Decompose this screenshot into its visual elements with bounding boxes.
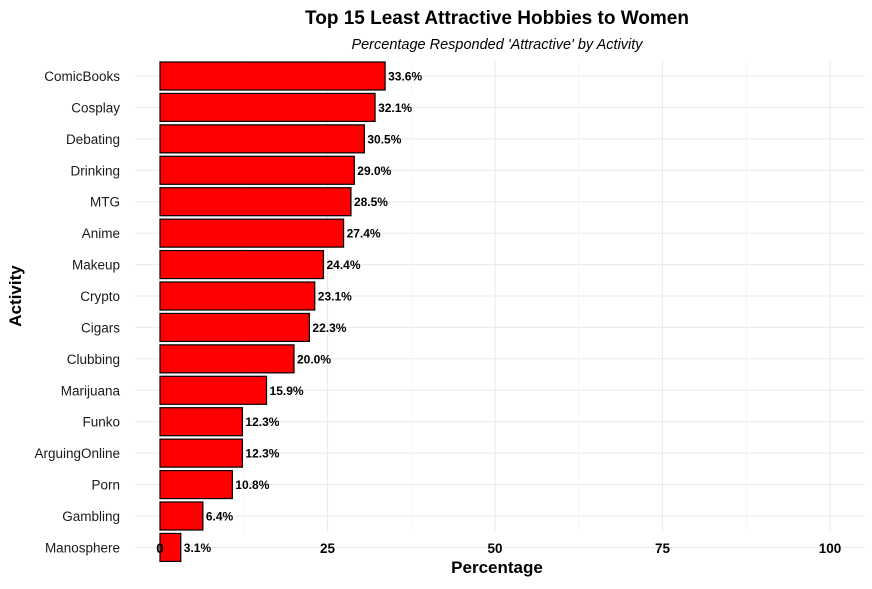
x-tick-label: 50 (487, 541, 502, 556)
bars: 33.6% 32.1% 30.5% 29.0% 28.5% 27.4% 24.4% 23.1%… (159, 61, 422, 563)
y-tick-label: Drinking (70, 163, 120, 178)
data-label: 24.4% (326, 258, 360, 272)
bar-arguingonline (159, 438, 244, 468)
bar-anime (159, 218, 345, 248)
bar-drinking (159, 155, 355, 185)
bar-cosplay (159, 92, 376, 123)
bar-marijuana (159, 375, 268, 405)
data-label: 28.5% (354, 195, 388, 209)
x-axis-title: Percentage (451, 558, 543, 577)
y-tick-label: Clubbing (67, 352, 120, 367)
bar-debating (159, 124, 365, 154)
bar-comicbooks (159, 61, 386, 91)
y-tick-label: Marijuana (61, 383, 121, 398)
bar-clubbing (159, 344, 295, 374)
x-tick-labels: 0 25 50 75 100 (156, 541, 841, 556)
data-label: 33.6% (388, 70, 422, 84)
data-label: 3.1% (184, 541, 212, 555)
y-tick-label: Funko (82, 415, 120, 430)
y-tick-label: Manosphere (45, 540, 120, 555)
data-label: 27.4% (347, 227, 381, 241)
bar-makeup (159, 249, 325, 280)
y-tick-label: ComicBooks (44, 69, 120, 84)
y-tick-label: MTG (90, 195, 120, 210)
bar-funko (159, 407, 244, 437)
chart-title: Top 15 Least Attractive Hobbies to Women (305, 8, 689, 29)
y-tick-label: Crypto (80, 289, 120, 304)
y-tick-label: Gambling (62, 509, 120, 524)
bar-porn (159, 469, 233, 500)
data-label: 15.9% (270, 384, 304, 398)
bar-manosphere (159, 532, 182, 563)
y-tick-label: ArguingOnline (34, 446, 120, 461)
data-label: 10.8% (235, 478, 269, 492)
x-tick-label: 0 (156, 541, 164, 556)
x-tick-label: 75 (655, 541, 671, 556)
data-label: 22.3% (312, 321, 346, 335)
data-label: 32.1% (378, 101, 412, 115)
data-label: 20.0% (297, 352, 331, 366)
bar-mtg (159, 187, 352, 217)
chart-subtitle: Percentage Responded 'Attractive' by Act… (351, 37, 643, 53)
y-tick-label: Makeup (72, 258, 120, 273)
data-label: 12.3% (245, 415, 279, 429)
y-tick-label: Cigars (81, 320, 120, 335)
bar-gambling (159, 501, 204, 531)
y-tick-label: Debating (66, 132, 120, 147)
data-label: 6.4% (206, 510, 234, 524)
y-tick-labels: ComicBooks Cosplay Debating Drinking MTG Anim… (34, 69, 120, 555)
y-axis-title: Activity (6, 265, 25, 327)
x-tick-label: 100 (819, 541, 842, 556)
y-tick-label: Cosplay (71, 100, 120, 115)
bar-crypto (159, 281, 316, 311)
bar-cigars (159, 312, 311, 343)
data-label: 29.0% (357, 164, 391, 178)
data-label: 12.3% (245, 447, 279, 461)
y-tick-label: Porn (91, 478, 120, 493)
data-label: 23.1% (318, 290, 352, 304)
x-tick-label: 25 (320, 541, 336, 556)
y-tick-label: Anime (82, 226, 120, 241)
data-label: 30.5% (367, 132, 401, 146)
